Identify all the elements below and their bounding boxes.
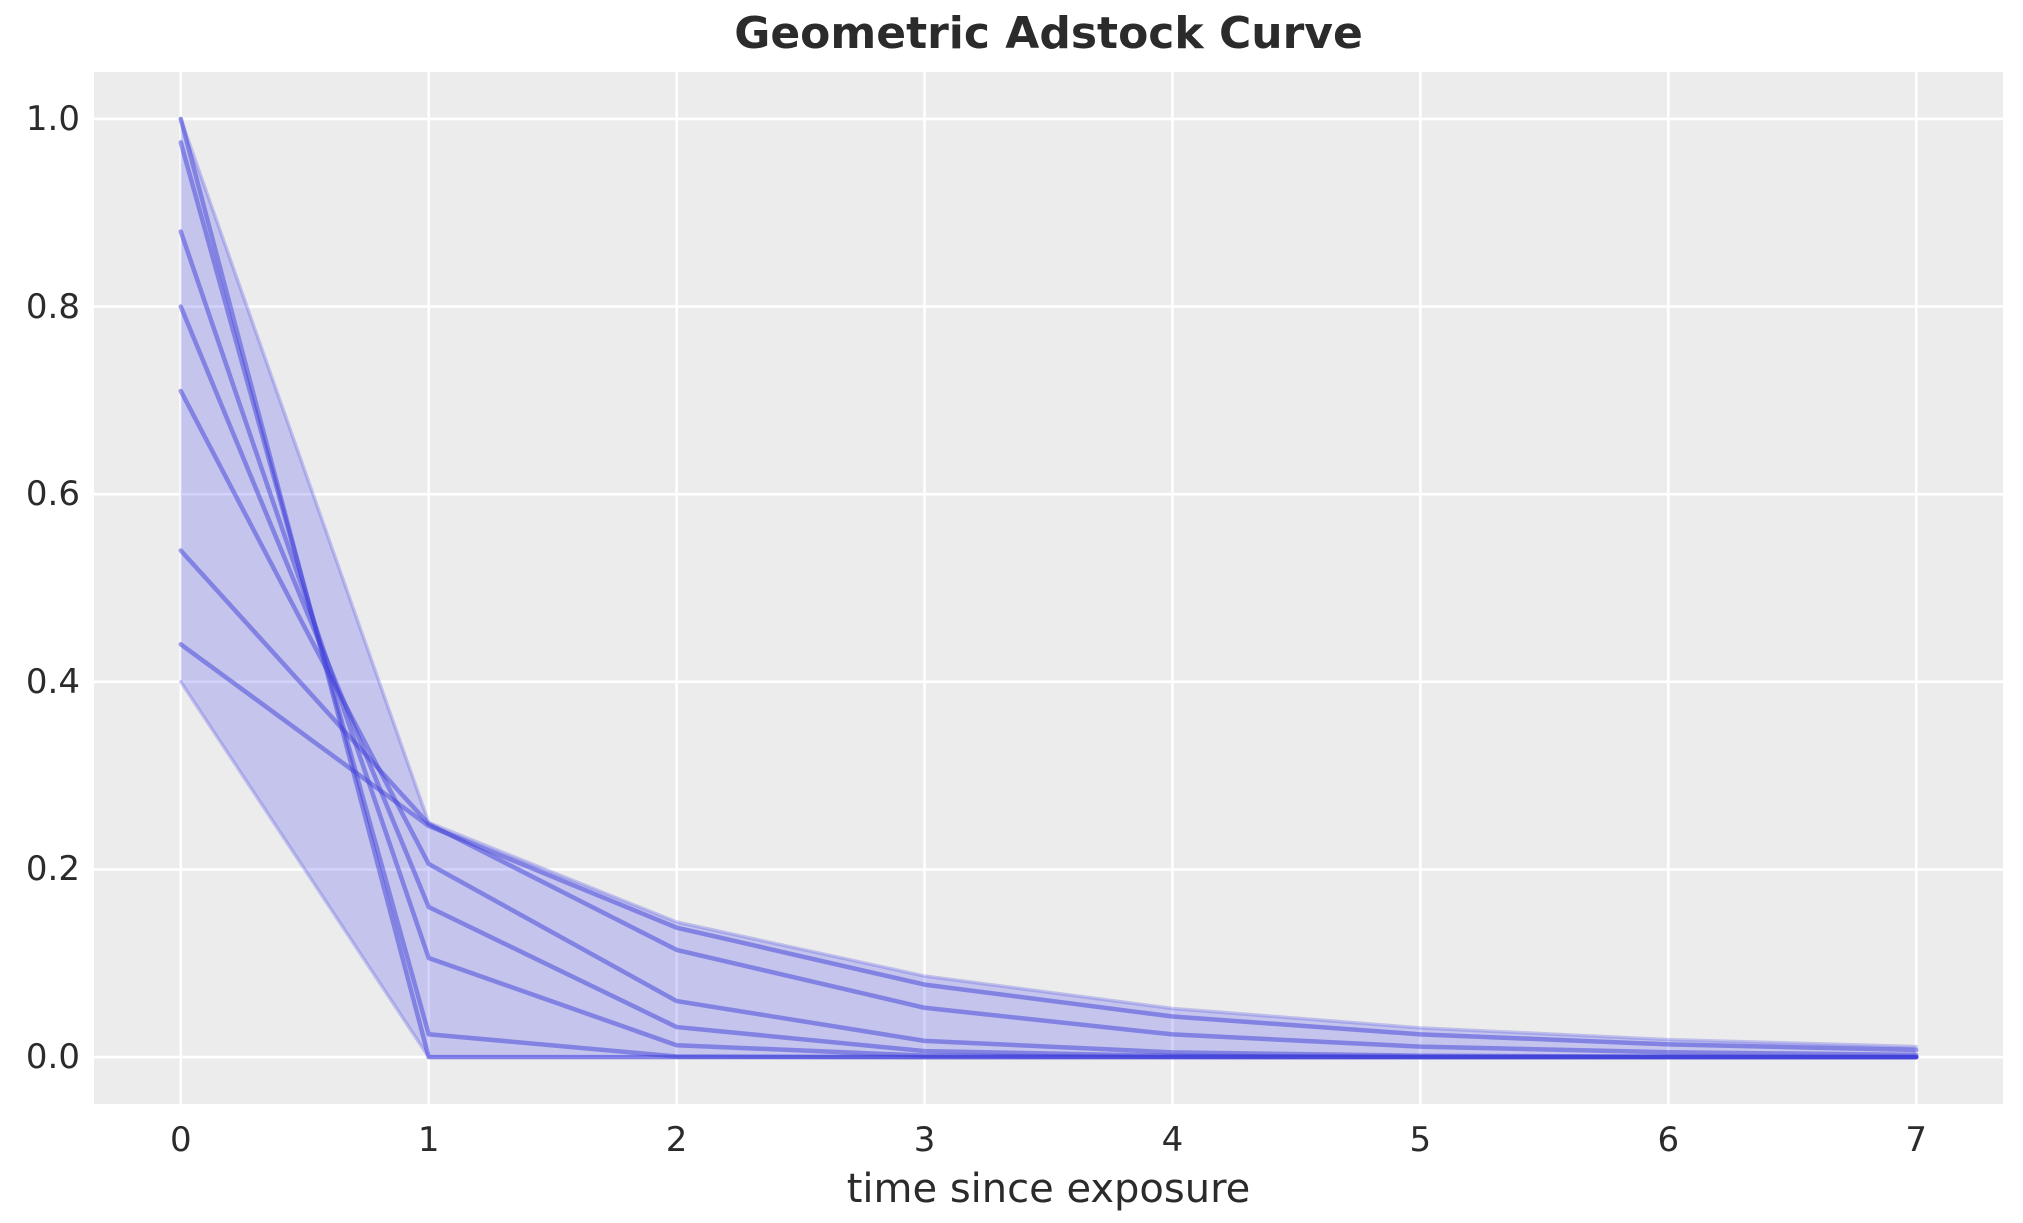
x-tick-label: 2	[665, 1120, 688, 1160]
y-tick-label: 1.0	[25, 98, 80, 139]
x-axis-label: time since exposure	[846, 1166, 1251, 1212]
adstock-curve-sample-curve-5	[178, 388, 1919, 1060]
plot-background	[94, 72, 2003, 1104]
chart-title: Geometric Adstock Curve	[734, 8, 1363, 59]
y-tick-label: 0.4	[25, 661, 80, 702]
x-tick-label: 1	[417, 1120, 440, 1160]
x-tick-label: 3	[913, 1120, 936, 1160]
x-tick-label: 7	[1905, 1120, 1928, 1160]
adstock-curve-sample-curve-7	[178, 642, 1919, 1053]
x-tick-label: 6	[1657, 1120, 1680, 1160]
band-top-edge	[179, 117, 1918, 1049]
x-tick-label: 5	[1409, 1120, 1432, 1160]
y-tick-label: 0.6	[25, 474, 80, 515]
y-tick-label: 0.0	[25, 1037, 80, 1078]
y-tick-label: 0.8	[25, 286, 80, 327]
x-tick-label: 4	[1161, 1120, 1184, 1160]
y-tick-label: 0.2	[25, 849, 80, 890]
x-tick-label: 0	[169, 1120, 192, 1160]
